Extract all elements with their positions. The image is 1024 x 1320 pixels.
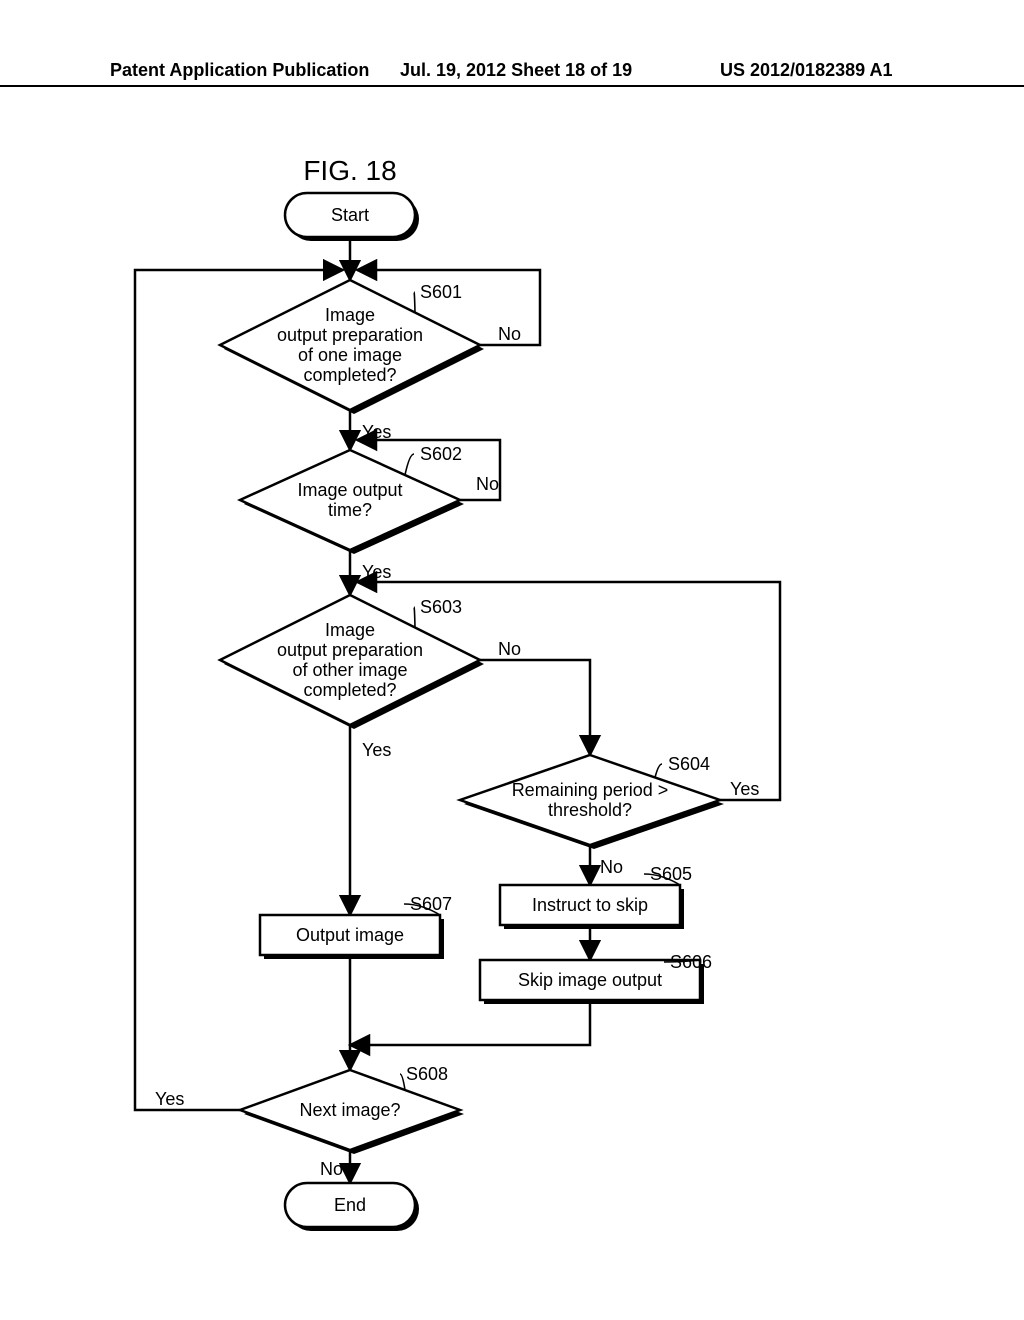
- svg-text:Image output: Image output: [297, 480, 402, 500]
- svg-text:of other image: of other image: [292, 660, 407, 680]
- svg-text:output preparation: output preparation: [277, 640, 423, 660]
- svg-text:Yes: Yes: [730, 779, 759, 799]
- svg-text:Image: Image: [325, 620, 375, 640]
- svg-text:completed?: completed?: [303, 365, 396, 385]
- svg-text:No: No: [498, 639, 521, 659]
- svg-text:No: No: [600, 857, 623, 877]
- svg-text:Next image?: Next image?: [299, 1100, 400, 1120]
- svg-text:End: End: [334, 1195, 366, 1215]
- svg-text:time?: time?: [328, 500, 372, 520]
- svg-text:Image: Image: [325, 305, 375, 325]
- svg-text:Start: Start: [331, 205, 369, 225]
- svg-text:Output image: Output image: [296, 925, 404, 945]
- svg-text:FIG. 18: FIG. 18: [303, 155, 396, 186]
- svg-text:S605: S605: [650, 864, 692, 884]
- svg-text:output preparation: output preparation: [277, 325, 423, 345]
- svg-text:S601: S601: [420, 282, 462, 302]
- svg-text:S604: S604: [668, 754, 710, 774]
- svg-text:Yes: Yes: [155, 1089, 184, 1109]
- svg-text:Skip image output: Skip image output: [518, 970, 662, 990]
- svg-text:No: No: [320, 1159, 343, 1179]
- svg-text:of one image: of one image: [298, 345, 402, 365]
- svg-text:Remaining period >: Remaining period >: [512, 780, 669, 800]
- svg-text:S607: S607: [410, 894, 452, 914]
- svg-text:No: No: [476, 474, 499, 494]
- svg-text:No: No: [498, 324, 521, 344]
- svg-text:threshold?: threshold?: [548, 800, 632, 820]
- svg-text:Yes: Yes: [362, 562, 391, 582]
- svg-text:S603: S603: [420, 597, 462, 617]
- svg-text:S606: S606: [670, 952, 712, 972]
- svg-text:S608: S608: [406, 1064, 448, 1084]
- svg-text:Instruct to skip: Instruct to skip: [532, 895, 648, 915]
- svg-text:S602: S602: [420, 444, 462, 464]
- svg-text:completed?: completed?: [303, 680, 396, 700]
- svg-text:Yes: Yes: [362, 740, 391, 760]
- flowchart-svg: FIG. 18YesYesYesNoNoNoNoYesNoYesStartIma…: [0, 0, 1024, 1320]
